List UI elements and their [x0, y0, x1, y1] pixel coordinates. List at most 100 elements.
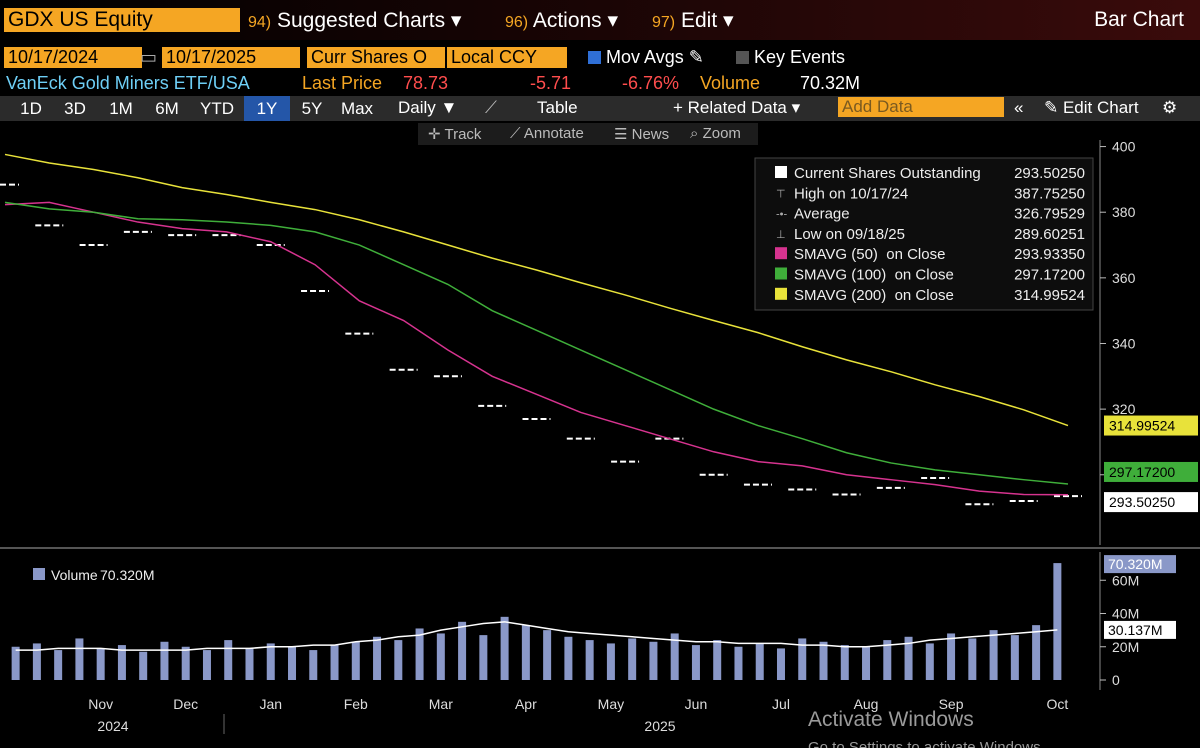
- volume-bar: [181, 646, 190, 680]
- related-data[interactable]: + Related Data ▾: [673, 98, 801, 117]
- menu-suggested[interactable]: 94) Suggested Charts ▾: [248, 9, 462, 32]
- x-tick-label: Dec: [173, 696, 198, 712]
- x-group-label: 2025: [644, 718, 675, 734]
- period-button[interactable]: 1D: [20, 99, 42, 118]
- volume-bar: [202, 650, 211, 680]
- tool-label: Zoom: [702, 125, 741, 142]
- menu-label: Suggested Charts: [276, 9, 446, 32]
- tool[interactable]: ⌕ Zoom: [690, 125, 741, 142]
- tool-bar: [418, 123, 758, 145]
- end-date[interactable]: 10/17/2025: [162, 47, 300, 68]
- x-group-label: 2024: [97, 718, 128, 734]
- menu-edit[interactable]: 97) Edit ▾: [652, 9, 734, 32]
- volume-bar: [224, 640, 233, 680]
- table-button[interactable]: Table: [537, 98, 578, 117]
- volume-bar: [330, 645, 339, 680]
- volume-bar: [458, 621, 467, 680]
- settings-gear[interactable]: ⚙: [1162, 98, 1178, 117]
- line-icon[interactable]: ⟋: [485, 98, 497, 117]
- volume-bar: [1010, 635, 1019, 680]
- legend-label: High on 10/17/24: [794, 185, 908, 202]
- key-events[interactable]: Key Events: [736, 47, 845, 68]
- volume-bar: [479, 635, 488, 680]
- period-button[interactable]: 1M: [109, 99, 133, 118]
- period-button[interactable]: 6M: [155, 99, 179, 118]
- related-label: + Related Data: [673, 98, 787, 117]
- edit-chart[interactable]: ✎ Edit Chart: [1044, 98, 1139, 117]
- legend-value: 293.93350: [1014, 246, 1085, 263]
- legend-label: SMAVG (200) on Close: [794, 287, 954, 304]
- y-tick-label: 0: [1112, 672, 1120, 688]
- last-value-tag: [1104, 461, 1198, 482]
- menu-actions[interactable]: 96) Actions ▾: [505, 9, 619, 32]
- frequency[interactable]: Daily ▼: [398, 98, 458, 117]
- volume-bar: [436, 633, 445, 680]
- last-price-label: Last Price: [302, 73, 383, 93]
- moving-average-line: [4, 201, 1069, 485]
- volume-bar: [351, 641, 360, 680]
- start-date[interactable]: 10/17/2024: [4, 47, 142, 68]
- volume-bar: [96, 648, 105, 680]
- key-events-label: Key Events: [754, 47, 846, 67]
- tool[interactable]: ☰ News: [614, 126, 670, 143]
- y-tick-label: 360: [1112, 270, 1136, 286]
- volume-bar: [713, 640, 722, 680]
- volume-bar: [585, 640, 594, 680]
- volume-bar: [500, 616, 509, 680]
- security-input[interactable]: GDX US Equity: [4, 8, 240, 32]
- period-button[interactable]: 1Y: [244, 96, 290, 121]
- volume-bar: [734, 646, 743, 680]
- mov-avgs[interactable]: Mov Avgs ✎: [588, 47, 704, 68]
- change-pct: -6.76%: [622, 73, 680, 93]
- legend-swatch: [775, 166, 787, 178]
- y-tick-label: 400: [1112, 139, 1136, 155]
- volume-bar: [521, 625, 530, 680]
- menu-num: 97): [652, 14, 676, 31]
- legend-value: 297.17200: [1014, 267, 1085, 284]
- volume-bar: [798, 638, 807, 680]
- legend-value: 70.320M: [100, 567, 154, 583]
- add-data[interactable]: Add Data: [838, 97, 1004, 117]
- x-tick-label: Oct: [1046, 696, 1068, 712]
- tool[interactable]: ⟋ Annotate: [510, 125, 584, 142]
- volume-bar: [564, 636, 573, 680]
- tool[interactable]: ✛ Track: [428, 126, 482, 143]
- field-select[interactable]: Curr Shares O: [307, 47, 445, 68]
- volume-bar: [11, 646, 20, 680]
- volume-bar: [947, 633, 956, 680]
- period-button[interactable]: 3D: [64, 99, 86, 118]
- last-value-tag: [1104, 620, 1176, 639]
- volume-bar: [160, 641, 169, 680]
- volume-value: 70.32M: [800, 73, 861, 93]
- period-button[interactable]: Max: [340, 99, 374, 118]
- moving-average-line: [4, 201, 1069, 496]
- volume-bar: [670, 633, 679, 680]
- period-button[interactable]: YTD: [200, 99, 234, 118]
- checkbox: [736, 51, 749, 64]
- currency-select[interactable]: Local CCY: [447, 47, 567, 68]
- volume-bar: [75, 638, 84, 680]
- frequency-label: Daily: [398, 98, 436, 117]
- last-value-tag-label: 314.99524: [1109, 418, 1175, 434]
- volume-bar: [691, 645, 700, 680]
- x-tick-label: Nov: [88, 696, 113, 712]
- y-tick-label: 60M: [1112, 572, 1139, 588]
- menu-label: Edit: [680, 9, 718, 32]
- volume-bar: [543, 630, 552, 680]
- legend-icon: ⊥: [776, 229, 786, 241]
- change: -5.71: [530, 73, 572, 93]
- volume-bar: [1032, 625, 1041, 680]
- tool-label: Track: [444, 126, 482, 143]
- legend-icon: -•-: [776, 209, 788, 221]
- volume-bar: [394, 640, 403, 680]
- period-button[interactable]: 5Y: [301, 99, 323, 118]
- last-value-tag: [1104, 555, 1176, 574]
- x-tick-label: Jun: [685, 696, 708, 712]
- x-tick-label: Jul: [772, 696, 790, 712]
- volume-bar: [989, 630, 998, 680]
- y-tick-label: 340: [1112, 335, 1136, 351]
- volume-bar: [606, 643, 615, 680]
- legend-label: Average: [794, 206, 850, 223]
- collapse[interactable]: «: [1014, 98, 1024, 117]
